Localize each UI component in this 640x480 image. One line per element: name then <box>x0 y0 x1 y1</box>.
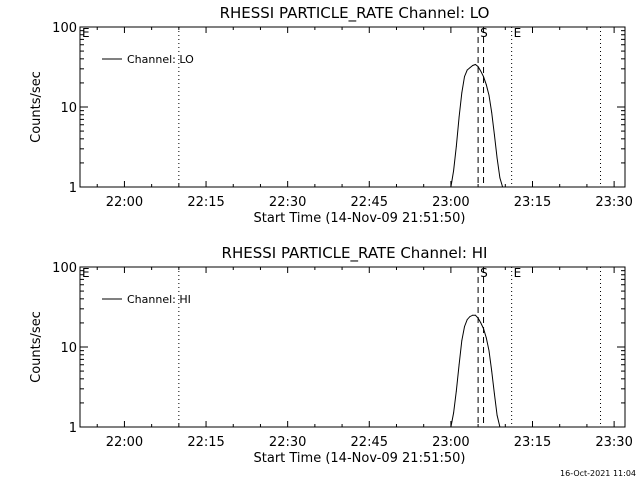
y-tick-label: 1 <box>69 181 77 196</box>
x-tick-label: 23:15 <box>514 195 551 210</box>
chart-title: RHESSI PARTICLE_RATE Channel: HI <box>222 244 488 263</box>
x-tick-label: 22:00 <box>106 435 143 450</box>
x-tick-label: 23:00 <box>432 195 469 210</box>
data-point <box>455 146 457 147</box>
x-tick-label: 22:15 <box>187 195 224 210</box>
timestamp: 16-Oct-2021 11:04 <box>560 469 636 478</box>
data-point <box>472 314 474 316</box>
data-point <box>499 426 501 428</box>
data-point <box>474 314 476 316</box>
x-tick-label: 22:45 <box>351 435 388 450</box>
data-point <box>466 319 468 321</box>
data-point <box>480 322 482 324</box>
data-point <box>453 170 455 172</box>
data-point <box>494 134 495 136</box>
y-tick-label: 1 <box>69 421 77 436</box>
x-tick-label: 22:15 <box>187 435 224 450</box>
x-tick-label: 22:00 <box>106 195 143 210</box>
data-point <box>466 69 468 71</box>
data-point <box>464 326 465 327</box>
marker-label: E <box>82 266 90 280</box>
data-point <box>480 70 482 72</box>
x-tick-label: 23:30 <box>595 195 632 210</box>
series-line <box>450 63 504 188</box>
data-point <box>474 64 476 65</box>
data-point <box>496 157 498 159</box>
chart-title: RHESSI PARTICLE_RATE Channel: LO <box>220 4 490 23</box>
data-point <box>485 84 487 86</box>
marker-label: E <box>514 26 522 40</box>
data-point <box>469 67 471 69</box>
data-point <box>483 328 484 329</box>
data-point <box>461 340 463 342</box>
data-point <box>499 177 501 179</box>
chart-panel-2: RHESSI PARTICLE_RATE Channel: HI 22:00 22:… <box>29 244 633 466</box>
data-point <box>483 76 484 77</box>
y-axis-label: Counts/sec <box>29 71 44 143</box>
x-tick-label: 23:15 <box>514 435 551 450</box>
data-point <box>458 364 460 366</box>
x-tick-label: 22:30 <box>269 435 306 450</box>
marker-label: E <box>514 266 522 280</box>
plot-frame <box>79 26 626 188</box>
x-tick-label: 22:45 <box>351 195 388 210</box>
x-tick-label: 23:30 <box>595 435 632 450</box>
data-point <box>453 412 455 414</box>
data-point <box>502 186 503 188</box>
legend-label: Channel: HI <box>127 293 191 306</box>
data-point <box>485 337 487 339</box>
legend-label: Channel: LO <box>127 53 194 66</box>
data-point <box>496 414 498 416</box>
data-point <box>488 94 490 96</box>
y-tick-label: 10 <box>60 101 77 116</box>
data-point <box>472 65 474 66</box>
data-point <box>461 92 463 94</box>
plot-frame <box>79 266 626 428</box>
data-point <box>491 112 493 114</box>
data-point <box>491 370 493 372</box>
data-point <box>464 76 465 77</box>
data-point <box>458 116 460 118</box>
data-point <box>455 390 457 392</box>
y-tick-label: 100 <box>52 21 77 36</box>
x-tick-label: 22:30 <box>269 195 306 210</box>
data-point <box>450 186 452 188</box>
data-point <box>450 426 452 428</box>
y-tick-label: 100 <box>52 261 77 276</box>
data-point <box>494 393 495 395</box>
chart-panel-1: RHESSI PARTICLE_RATE Channel: LO 22:00 22:… <box>29 4 633 226</box>
data-point <box>488 350 490 352</box>
x-tick-label: 23:00 <box>432 435 469 450</box>
y-axis-label: Counts/sec <box>29 311 44 383</box>
marker-label: E <box>82 26 90 40</box>
data-point <box>477 317 479 319</box>
data-point <box>477 66 479 67</box>
series-line <box>450 314 501 428</box>
x-axis-label: Start Time (14-Nov-09 21:51:50) <box>254 211 466 226</box>
data-point <box>469 316 471 317</box>
x-axis-label: Start Time (14-Nov-09 21:51:50) <box>254 451 466 466</box>
y-tick-label: 10 <box>60 341 77 356</box>
